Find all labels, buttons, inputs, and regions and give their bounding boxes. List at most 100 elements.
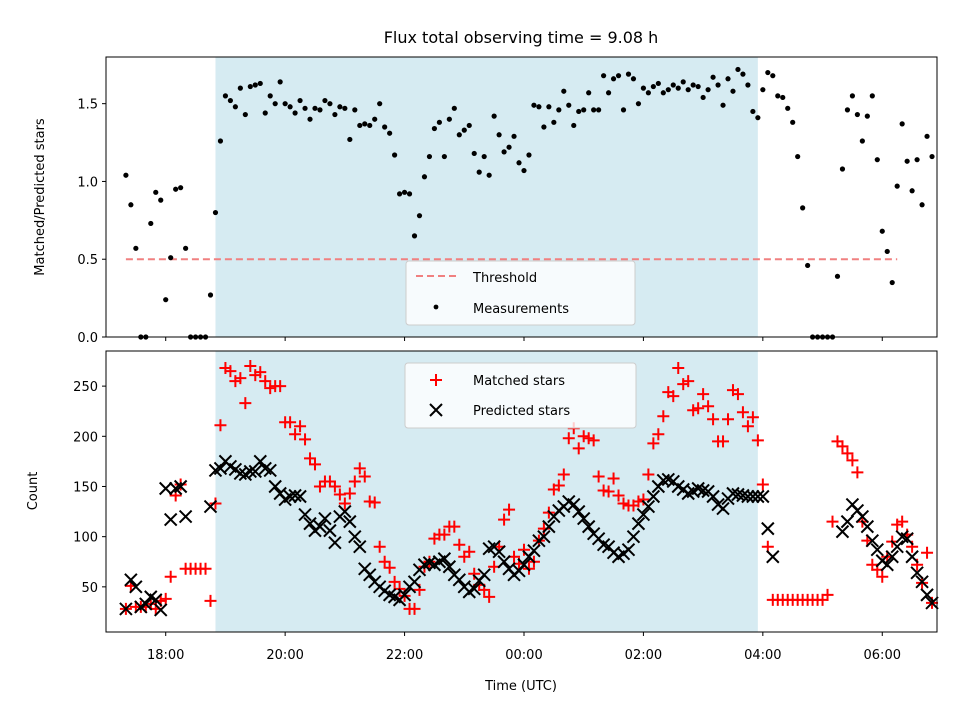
matched-point bbox=[388, 575, 401, 588]
matched-point bbox=[851, 466, 864, 479]
measurement-point bbox=[615, 73, 622, 79]
measurement-point bbox=[720, 102, 726, 108]
measurement-point bbox=[421, 174, 428, 180]
predicted-point bbox=[303, 516, 317, 531]
y-tick-label: 250 bbox=[73, 380, 98, 395]
matched-point bbox=[682, 375, 695, 388]
measurement-point bbox=[655, 80, 661, 87]
measurement-point bbox=[571, 122, 577, 129]
predicted-point bbox=[741, 489, 755, 504]
predicted-point bbox=[363, 568, 377, 582]
measurement-point bbox=[869, 93, 875, 99]
predicted-point bbox=[139, 597, 153, 611]
predicted-point bbox=[467, 582, 481, 596]
matched-point bbox=[517, 543, 530, 556]
matched-point bbox=[826, 515, 839, 528]
measurement-point bbox=[461, 127, 467, 133]
measurement-point bbox=[237, 85, 243, 91]
measurement-point bbox=[153, 189, 159, 195]
measurement-point bbox=[282, 101, 288, 107]
measurement-point bbox=[436, 119, 442, 125]
predicted-point bbox=[268, 479, 282, 494]
measurement-point bbox=[342, 105, 348, 111]
measurement-legend-swatch bbox=[433, 304, 439, 310]
y-tick-label: 50 bbox=[81, 581, 98, 596]
matched-point bbox=[438, 528, 451, 541]
predicted-point bbox=[696, 483, 710, 498]
measurement-point bbox=[262, 110, 268, 116]
measurement-point bbox=[531, 102, 537, 108]
matched-point bbox=[821, 588, 834, 601]
predicted-point bbox=[328, 535, 342, 550]
predicted-point bbox=[149, 593, 163, 607]
x-tick-label: 04:00 bbox=[744, 648, 781, 663]
matched-point bbox=[159, 592, 172, 605]
measurement-point bbox=[476, 169, 482, 175]
measurement-point bbox=[680, 79, 686, 85]
measurement-point bbox=[332, 111, 338, 118]
measurement-point bbox=[864, 113, 870, 119]
predicted-point bbox=[756, 489, 770, 504]
predicted-point bbox=[641, 499, 656, 514]
matched-point bbox=[736, 406, 749, 419]
matched-point bbox=[756, 478, 769, 491]
measurement-point bbox=[466, 122, 472, 129]
predicted-points bbox=[119, 454, 939, 617]
matched-point bbox=[647, 437, 660, 450]
matched-point bbox=[348, 475, 361, 488]
measurement-point bbox=[735, 66, 741, 73]
matched-point bbox=[338, 497, 351, 510]
measurement-point bbox=[556, 107, 562, 113]
measurement-point bbox=[317, 107, 323, 113]
measurement-point bbox=[173, 186, 179, 192]
measurement-point bbox=[506, 144, 512, 150]
measurement-point bbox=[491, 113, 497, 119]
measurement-point bbox=[839, 166, 846, 172]
measurement-point bbox=[267, 93, 273, 99]
y-tick-label: 0.5 bbox=[77, 253, 98, 268]
predicted-point bbox=[646, 489, 661, 504]
matched-point bbox=[562, 432, 575, 445]
matched-point bbox=[498, 513, 511, 526]
measurement-point bbox=[844, 107, 851, 113]
bottom-x-axis: 18:00 20:00 22:00 00:00 02:00 04:00 06:00 bbox=[147, 632, 901, 663]
measurement-point bbox=[625, 71, 632, 77]
measurement-point bbox=[929, 153, 935, 160]
predicted-point bbox=[900, 531, 914, 546]
measurement-point bbox=[521, 167, 527, 174]
measurement-point bbox=[446, 116, 452, 122]
matched-point bbox=[697, 388, 710, 401]
predicted-point bbox=[925, 596, 939, 610]
matched-point bbox=[483, 590, 496, 603]
measurement-point bbox=[481, 153, 487, 160]
measurement-point bbox=[670, 82, 676, 88]
predicted-point bbox=[890, 539, 904, 554]
bottom-axes-frame bbox=[105, 350, 938, 633]
predicted-point bbox=[835, 524, 850, 539]
count-panel: 50 100 150 200 250 18:00 20:00 22:00 00:00 02:00… bbox=[26, 350, 939, 694]
predicted-point bbox=[348, 529, 362, 544]
measurement-point bbox=[760, 87, 766, 93]
predicted-point bbox=[880, 558, 894, 572]
matched-point bbox=[592, 470, 605, 483]
predicted-point bbox=[119, 602, 133, 616]
matched-point bbox=[612, 489, 625, 502]
matched-point bbox=[373, 540, 386, 553]
matched-point bbox=[642, 468, 655, 481]
measurement-point bbox=[387, 130, 393, 136]
predicted-point bbox=[397, 588, 412, 602]
predicted-point bbox=[124, 573, 138, 587]
measurement-point bbox=[362, 121, 368, 127]
predicted-point bbox=[343, 514, 357, 529]
measurement-point bbox=[357, 122, 363, 129]
matched-point bbox=[378, 555, 391, 568]
y-tick-label: 0.0 bbox=[77, 331, 98, 346]
matched-point bbox=[841, 447, 854, 460]
predicted-point bbox=[865, 533, 880, 548]
measurement-point bbox=[222, 93, 229, 99]
predicted-point bbox=[517, 558, 531, 572]
top-y-axis: 0.0 0.5 1.0 1.5 bbox=[77, 98, 106, 346]
x-tick-label: 20:00 bbox=[266, 648, 303, 663]
measurement-point bbox=[401, 189, 408, 195]
predicted-point bbox=[283, 489, 297, 504]
